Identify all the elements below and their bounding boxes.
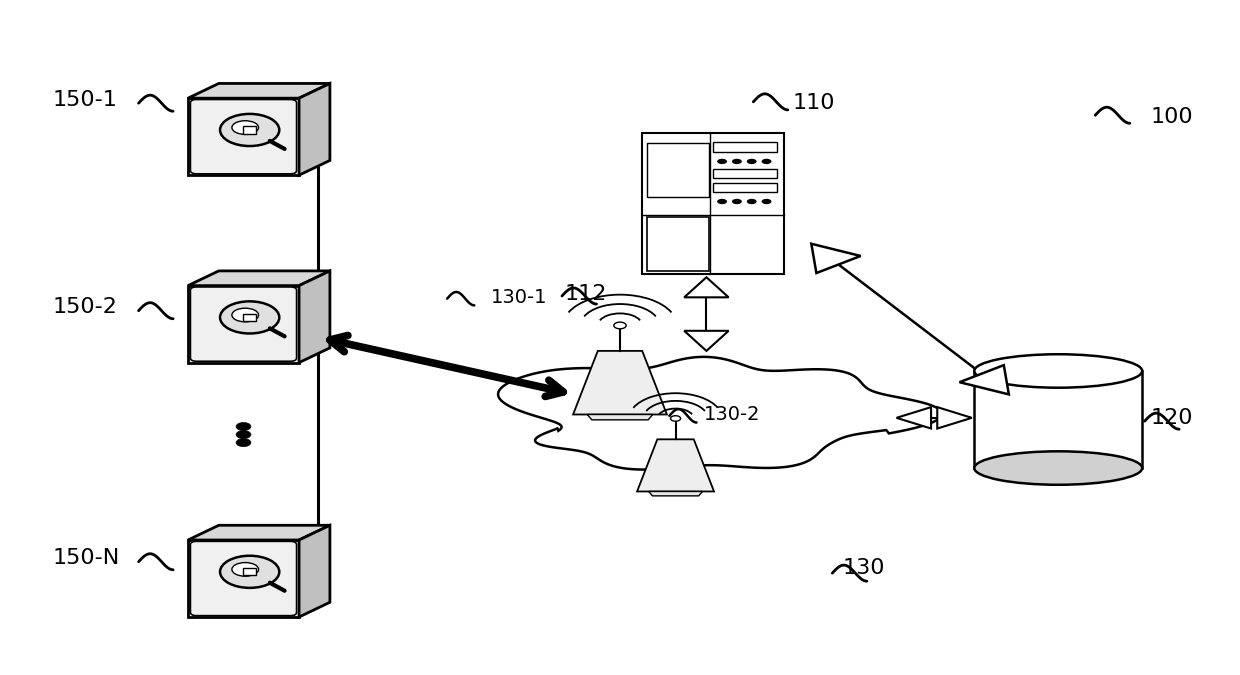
Polygon shape <box>641 134 784 274</box>
Ellipse shape <box>232 308 259 322</box>
Text: 150-N: 150-N <box>52 548 119 568</box>
Polygon shape <box>188 525 330 540</box>
Circle shape <box>219 556 279 588</box>
FancyBboxPatch shape <box>646 217 709 271</box>
Polygon shape <box>897 407 931 429</box>
Circle shape <box>732 159 742 164</box>
Circle shape <box>761 159 771 164</box>
Polygon shape <box>498 357 942 470</box>
Polygon shape <box>588 414 652 420</box>
Polygon shape <box>811 244 861 273</box>
Text: 130: 130 <box>842 558 884 578</box>
FancyBboxPatch shape <box>191 99 296 174</box>
Polygon shape <box>243 126 257 134</box>
Polygon shape <box>188 84 330 98</box>
Ellipse shape <box>975 354 1142 387</box>
Circle shape <box>236 439 250 447</box>
FancyBboxPatch shape <box>646 143 709 196</box>
Text: 130-2: 130-2 <box>704 405 760 424</box>
Text: 110: 110 <box>792 93 836 113</box>
Polygon shape <box>684 277 729 297</box>
Circle shape <box>717 199 727 204</box>
Polygon shape <box>188 271 330 286</box>
Polygon shape <box>243 568 257 575</box>
Circle shape <box>236 423 250 431</box>
Polygon shape <box>573 351 667 414</box>
Circle shape <box>614 322 626 329</box>
Polygon shape <box>975 371 1142 468</box>
FancyBboxPatch shape <box>713 169 777 178</box>
Circle shape <box>732 199 742 204</box>
Circle shape <box>746 199 756 204</box>
Circle shape <box>746 159 756 164</box>
Circle shape <box>236 431 250 439</box>
Polygon shape <box>188 98 299 175</box>
Circle shape <box>219 301 279 333</box>
Polygon shape <box>188 540 299 617</box>
Text: 120: 120 <box>1151 408 1193 428</box>
FancyBboxPatch shape <box>713 183 777 192</box>
FancyBboxPatch shape <box>713 142 777 152</box>
Circle shape <box>717 159 727 164</box>
Circle shape <box>671 416 681 421</box>
Text: 130-1: 130-1 <box>490 288 547 307</box>
Text: 112: 112 <box>564 284 606 304</box>
Text: 150-1: 150-1 <box>52 90 117 110</box>
Polygon shape <box>937 407 972 429</box>
FancyBboxPatch shape <box>191 541 296 616</box>
Polygon shape <box>649 491 703 496</box>
Polygon shape <box>188 286 299 362</box>
Text: 100: 100 <box>1151 107 1193 127</box>
Polygon shape <box>243 314 257 321</box>
Polygon shape <box>960 365 1009 394</box>
Polygon shape <box>637 439 714 491</box>
Ellipse shape <box>232 121 259 134</box>
Circle shape <box>761 199 771 204</box>
Polygon shape <box>299 84 330 175</box>
Ellipse shape <box>975 452 1142 485</box>
FancyBboxPatch shape <box>191 287 296 361</box>
Polygon shape <box>299 525 330 617</box>
Ellipse shape <box>232 562 259 576</box>
Polygon shape <box>299 271 330 362</box>
Circle shape <box>219 114 279 146</box>
Polygon shape <box>684 331 729 351</box>
Text: 150-2: 150-2 <box>52 298 117 317</box>
